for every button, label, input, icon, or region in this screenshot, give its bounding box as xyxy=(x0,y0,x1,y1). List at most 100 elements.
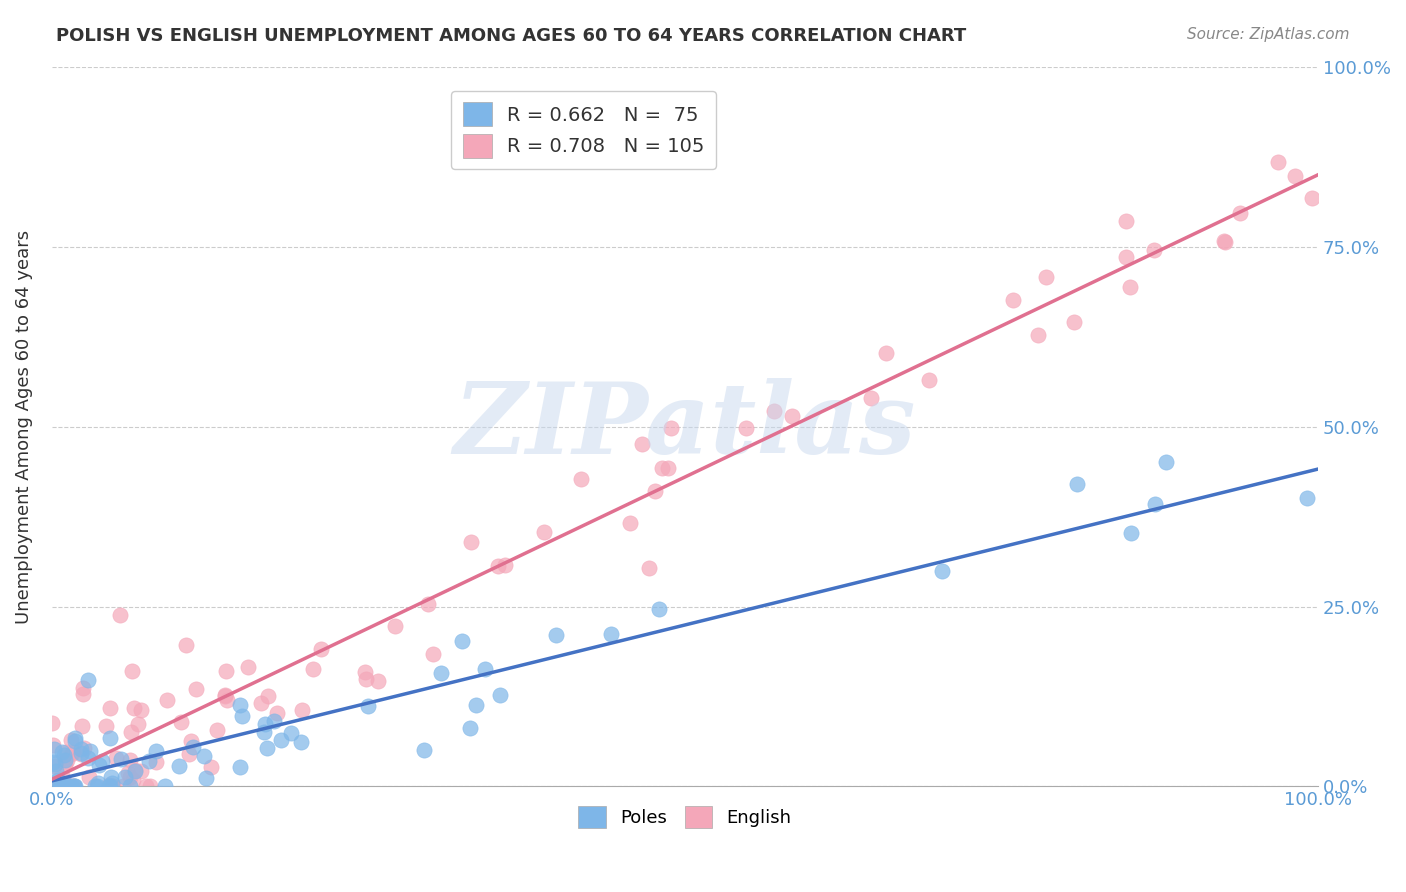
Point xyxy=(619,516,641,530)
Point xyxy=(291,704,314,718)
Point xyxy=(630,437,652,451)
Text: ZIPatlas: ZIPatlas xyxy=(454,378,917,475)
Point xyxy=(55,780,77,794)
Point xyxy=(77,770,100,784)
Point xyxy=(129,703,152,717)
Point xyxy=(429,666,451,681)
Point xyxy=(280,725,302,739)
Point xyxy=(73,740,96,755)
Point xyxy=(53,748,76,763)
Point xyxy=(1115,250,1137,264)
Point xyxy=(117,766,139,780)
Point xyxy=(1066,476,1088,491)
Point xyxy=(263,714,285,729)
Point xyxy=(49,780,72,794)
Point xyxy=(735,421,758,435)
Point xyxy=(533,524,555,539)
Point xyxy=(353,665,375,680)
Point xyxy=(762,404,785,418)
Point xyxy=(1154,454,1177,468)
Point xyxy=(180,734,202,748)
Point xyxy=(53,780,76,794)
Point xyxy=(51,779,73,793)
Point xyxy=(174,638,197,652)
Point xyxy=(637,561,659,575)
Point xyxy=(121,665,143,679)
Point xyxy=(127,717,149,731)
Point xyxy=(45,780,67,794)
Point xyxy=(1267,154,1289,169)
Point xyxy=(253,725,276,739)
Point xyxy=(53,758,76,772)
Point xyxy=(62,745,84,759)
Point xyxy=(124,763,146,777)
Point xyxy=(122,773,145,788)
Point xyxy=(460,535,482,549)
Text: Source: ZipAtlas.com: Source: ZipAtlas.com xyxy=(1187,27,1350,42)
Point xyxy=(111,780,134,794)
Point xyxy=(238,660,260,674)
Point xyxy=(231,709,253,723)
Point xyxy=(118,780,141,794)
Point xyxy=(145,744,167,758)
Point xyxy=(86,780,108,794)
Point xyxy=(70,746,93,760)
Point xyxy=(63,780,86,794)
Point xyxy=(647,602,669,616)
Point xyxy=(103,780,125,794)
Point xyxy=(46,772,69,787)
Point xyxy=(309,642,332,657)
Point xyxy=(600,626,623,640)
Legend: Poles, English: Poles, English xyxy=(571,798,799,835)
Point xyxy=(215,693,238,707)
Point xyxy=(1301,191,1323,205)
Point xyxy=(488,688,510,702)
Point xyxy=(207,723,229,738)
Point xyxy=(301,663,323,677)
Point xyxy=(170,714,193,729)
Point xyxy=(214,690,236,704)
Point xyxy=(60,747,83,761)
Point xyxy=(84,779,107,793)
Point xyxy=(60,733,83,747)
Point xyxy=(96,719,118,733)
Point xyxy=(51,745,73,759)
Point xyxy=(474,662,496,676)
Point xyxy=(62,780,84,794)
Point xyxy=(87,757,110,772)
Point xyxy=(1002,293,1025,307)
Point xyxy=(110,752,132,766)
Point xyxy=(49,780,72,794)
Point xyxy=(65,780,87,794)
Point xyxy=(56,778,79,792)
Point xyxy=(120,725,142,739)
Point xyxy=(42,742,65,756)
Point xyxy=(229,760,252,774)
Point xyxy=(59,780,82,794)
Point xyxy=(156,693,179,707)
Point xyxy=(98,780,121,794)
Point xyxy=(53,753,76,767)
Point xyxy=(780,409,803,423)
Point xyxy=(860,391,883,405)
Point xyxy=(1035,269,1057,284)
Point xyxy=(118,770,141,784)
Point xyxy=(51,780,73,794)
Point xyxy=(42,738,65,752)
Point xyxy=(153,780,176,794)
Point xyxy=(412,742,434,756)
Point xyxy=(52,771,75,785)
Point xyxy=(60,780,83,794)
Point xyxy=(44,759,66,773)
Point xyxy=(354,672,377,686)
Point xyxy=(644,483,666,498)
Point xyxy=(181,740,204,755)
Point xyxy=(52,780,75,794)
Point xyxy=(139,780,162,794)
Point xyxy=(98,778,121,792)
Point xyxy=(184,682,207,697)
Point xyxy=(48,780,70,794)
Point xyxy=(195,771,218,785)
Point xyxy=(55,745,77,759)
Point xyxy=(875,346,897,360)
